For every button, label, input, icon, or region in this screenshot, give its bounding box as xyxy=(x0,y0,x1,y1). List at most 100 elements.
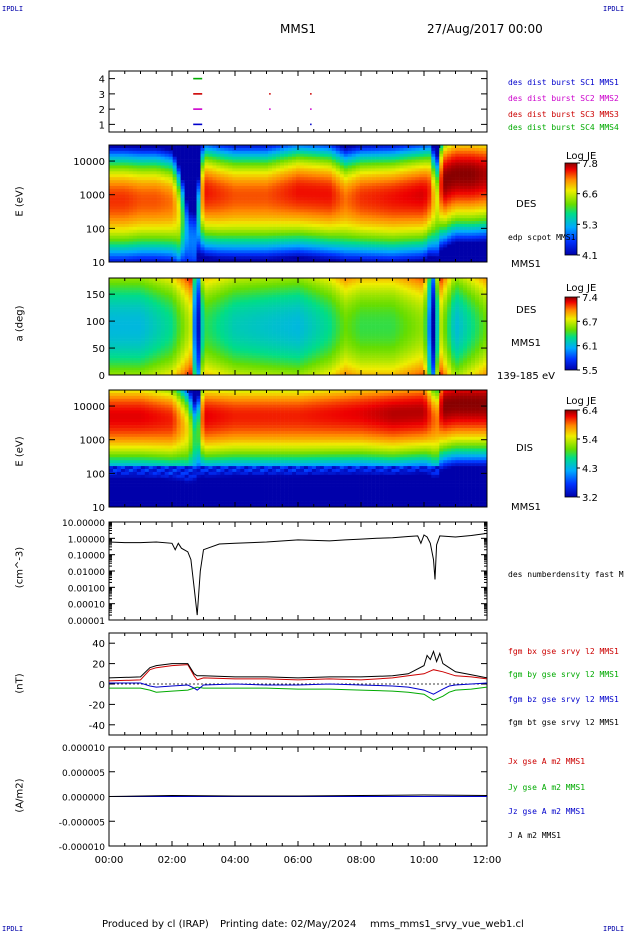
des-energy-panel-cell xyxy=(431,247,436,251)
des-energy-panel-cell xyxy=(216,247,221,251)
des-energy-panel-cell xyxy=(208,259,213,263)
des-energy-panel-cell xyxy=(407,247,412,251)
des-pitch-panel-cell xyxy=(109,372,114,376)
des-pitch-panel-cell xyxy=(160,324,166,327)
des-pitch-panel-cell xyxy=(156,372,162,376)
des-energy-panel-cell xyxy=(120,226,126,231)
des-pitch-panel-cell xyxy=(192,299,197,303)
des-energy-panel-cell xyxy=(172,203,177,207)
des-energy-panel-cell xyxy=(351,241,356,245)
des-energy-panel-cell xyxy=(387,253,392,257)
des-energy-panel-cell xyxy=(475,162,480,166)
des-energy-panel-cell xyxy=(319,203,325,207)
des-energy-panel-cell xyxy=(176,153,181,157)
des-energy-panel-cell xyxy=(379,147,384,152)
des-energy-panel-cell xyxy=(284,159,289,163)
des-energy-panel-cell xyxy=(244,229,249,234)
des-energy-panel-cell xyxy=(116,253,122,257)
des-energy-panel-cell xyxy=(323,241,329,245)
des-energy-panel-cell xyxy=(128,200,134,204)
des-energy-panel-cell xyxy=(244,238,249,242)
des-pitch-panel-cell xyxy=(192,314,197,318)
des-energy-panel-cell xyxy=(164,188,169,193)
des-energy-panel-cell xyxy=(335,244,341,248)
des-pitch-panel-cell xyxy=(112,333,118,337)
des-pitch-panel-cell xyxy=(109,350,114,354)
des-energy-panel-cell xyxy=(371,247,376,251)
des-energy-panel-cell xyxy=(200,153,205,157)
des-energy-panel-cell xyxy=(264,185,269,190)
des-energy-panel-cell xyxy=(423,212,428,216)
des-energy-panel-cell xyxy=(228,250,233,254)
des-pitch-panel-cell xyxy=(109,331,114,335)
des-energy-panel-cell xyxy=(335,159,341,163)
des-energy-panel-cell xyxy=(109,215,114,219)
des-energy-panel-cell xyxy=(471,180,476,184)
des-energy-panel-cell xyxy=(391,171,396,175)
des-pitch-panel-cell xyxy=(144,292,150,296)
des-energy-panel-cell xyxy=(347,259,353,263)
des-pitch-panel-cell xyxy=(136,278,142,281)
des-energy-panel-cell xyxy=(176,188,181,193)
des-energy-panel-cell xyxy=(459,165,464,169)
des-pitch-panel-cell xyxy=(116,360,122,364)
des-pitch-panel-cell xyxy=(109,314,114,318)
des-pitch-panel-cell xyxy=(124,294,130,298)
des-energy-panel-cell xyxy=(351,250,356,254)
des-energy-panel-cell xyxy=(347,223,353,228)
des-energy-panel-cell xyxy=(124,235,130,239)
des-energy-panel-cell xyxy=(160,180,166,184)
des-energy-panel-cell xyxy=(132,200,138,204)
des-pitch-panel-cell xyxy=(180,297,185,301)
des-pitch-panel-cell xyxy=(176,353,181,356)
des-pitch-panel-cell xyxy=(109,290,114,293)
des-energy-panel-cell xyxy=(116,145,122,149)
des-energy-panel-cell xyxy=(120,235,126,239)
des-pitch-panel-cell xyxy=(208,372,213,376)
des-energy-panel-cell xyxy=(359,226,364,231)
des-energy-panel-cell xyxy=(383,250,388,254)
des-energy-panel-cell xyxy=(148,191,154,196)
des-energy-panel-cell xyxy=(148,235,154,239)
des-pitch-panel-cell xyxy=(196,353,201,356)
des-energy-panel-cell xyxy=(164,223,169,228)
des-pitch-panel-cell xyxy=(116,333,122,337)
des-energy-panel-cell xyxy=(359,177,364,181)
des-pitch-panel-cell xyxy=(192,333,197,337)
des-energy-panel-cell xyxy=(395,162,400,166)
des-energy-panel-cell xyxy=(447,159,452,163)
des-pitch-panel-cell xyxy=(132,343,138,347)
des-energy-panel-cell xyxy=(268,200,273,204)
des-energy-panel-cell xyxy=(355,165,360,169)
des-energy-panel-cell xyxy=(232,150,237,155)
des-energy-panel-cell xyxy=(451,171,456,175)
des-energy-panel-cell xyxy=(276,174,281,178)
des-energy-panel-cell xyxy=(299,229,305,234)
des-pitch-panel-cell xyxy=(192,336,197,339)
des-energy-panel-cell xyxy=(168,238,173,242)
des-energy-panel-cell xyxy=(351,165,356,169)
des-energy-panel-cell xyxy=(180,168,185,172)
des-pitch-panel-cell xyxy=(140,294,146,298)
des-energy-panel-cell xyxy=(224,256,229,260)
des-energy-panel-cell xyxy=(180,162,185,166)
des-pitch-panel-cell xyxy=(116,285,122,288)
des-energy-panel-cell xyxy=(367,253,372,257)
des-pitch-panel-cell xyxy=(140,319,146,322)
des-pitch-panel-cell xyxy=(208,345,213,349)
des-energy-panel-cell xyxy=(236,203,241,207)
des-energy-panel-cell xyxy=(427,145,432,149)
des-pitch-panel-cell xyxy=(128,372,134,376)
des-energy-panel-cell xyxy=(152,168,158,172)
des-energy-panel-cell xyxy=(176,185,181,190)
des-pitch-panel-cell xyxy=(156,290,162,293)
des-pitch-panel-cell xyxy=(208,321,213,325)
des-energy-panel-cell xyxy=(467,247,472,251)
des-pitch-panel-cell xyxy=(200,285,205,288)
des-energy-panel-cell xyxy=(212,241,217,245)
des-energy-panel-cell xyxy=(331,229,337,234)
des-energy-panel-cell xyxy=(116,250,122,254)
des-energy-panel-cell xyxy=(276,171,281,175)
des-energy-panel-cell xyxy=(124,221,130,225)
des-energy-panel-cell xyxy=(315,209,321,213)
